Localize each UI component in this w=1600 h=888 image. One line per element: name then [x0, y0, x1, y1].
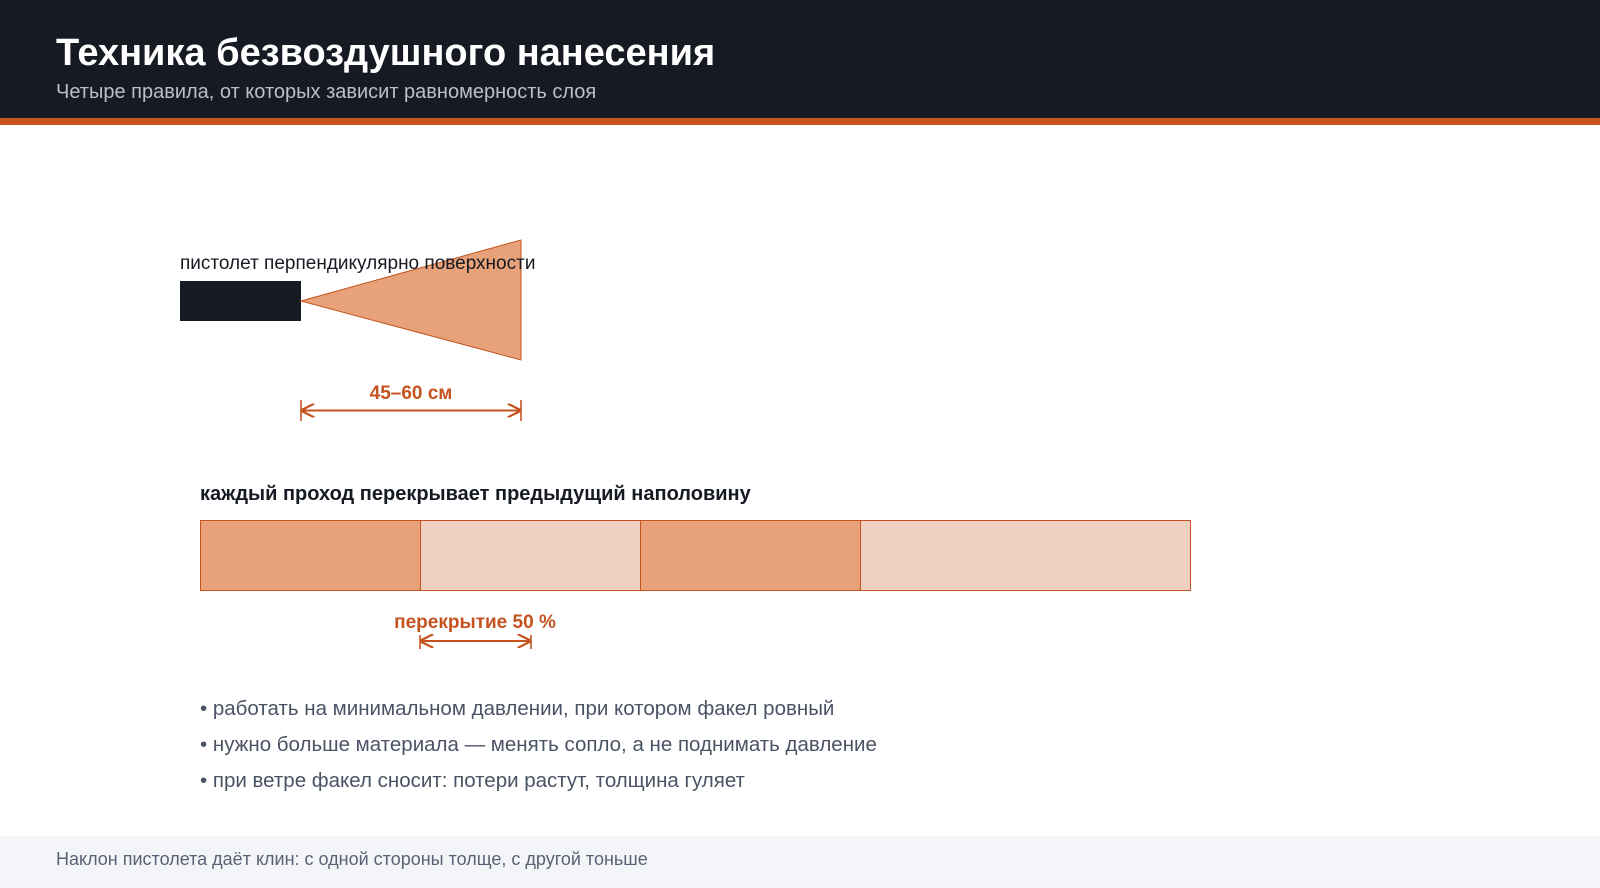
gun-caption: пистолет перпендикулярно поверхности — [180, 253, 535, 274]
overlap-label: перекрытие 50 % — [394, 612, 556, 633]
technique-diagram: пистолет перпендикулярно поверхности 45–… — [180, 239, 1191, 649]
rule-item: • работать на минимальном давлении, при … — [200, 697, 835, 720]
gun-body — [180, 281, 301, 321]
spray-fan — [299, 239, 522, 361]
page-subtitle: Четыре правила, от которых зависит равно… — [56, 81, 597, 103]
pass-band-4 — [860, 520, 1191, 591]
overlap-caption: каждый проход перекрывает предыдущий нап… — [200, 483, 752, 505]
page-title: Техника безвоздушного нанесения — [56, 32, 716, 74]
distance-dimension: 45–60 см — [300, 383, 522, 421]
pass-band-3 — [640, 520, 861, 591]
rules-list: • работать на минимальном давлении, при … — [200, 697, 877, 805]
header-accent-line — [0, 118, 1600, 125]
overlap-dimension — [419, 635, 532, 649]
footer-bar: Наклон пистолета даёт клин: с одной стор… — [0, 836, 1600, 888]
header-bar: Техника безвоздушного нанесения Четыре п… — [0, 0, 1600, 118]
rule-item: • при ветре факел сносит: потери растут,… — [200, 769, 745, 792]
rule-item: • нужно больше материала — менять сопло,… — [200, 733, 877, 756]
distance-label: 45–60 см — [370, 383, 453, 404]
pass-band-2 — [420, 520, 641, 591]
footer-note: Наклон пистолета даёт клин: с одной стор… — [56, 849, 648, 869]
overlap-diagram: каждый проход перекрывает предыдущий нап… — [200, 483, 1191, 649]
gun-diagram: пистолет перпендикулярно поверхности 45–… — [180, 239, 535, 421]
pass-band-1 — [200, 520, 421, 591]
